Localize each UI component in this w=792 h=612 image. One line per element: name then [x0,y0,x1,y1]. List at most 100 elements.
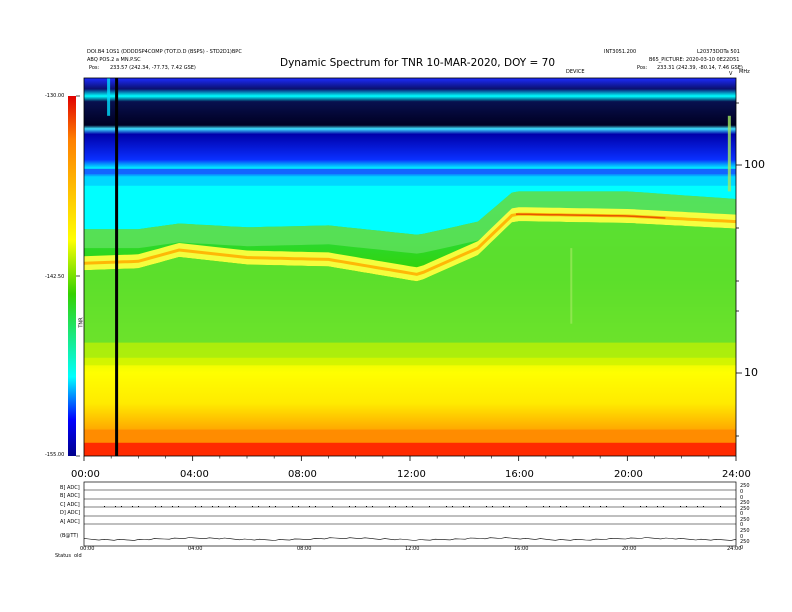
blue-edge [84,168,736,177]
lower-panel-dot [161,506,162,507]
lower-panel-dot [680,506,681,507]
lower-panel-dot [349,506,350,507]
lower-right-tick-4: 250 [740,506,750,512]
lower-row-label-5: (B@TT) [60,533,79,539]
lower-panel-dot [252,506,253,507]
green-transition [84,191,736,254]
lower-x-tick-2: 08:00 [297,546,312,552]
lower-x-tick-3: 12:00 [405,546,420,552]
data-gap-line [115,78,119,456]
lower-panel-dot [121,506,122,507]
y-tick-label-10: 10 [744,366,758,379]
corner-label-top: MHz [739,69,750,75]
lower-panel-dot [178,506,179,507]
lower-panel-dot [549,506,550,507]
lower-panel-dot [395,506,396,507]
colorbar-tick-bottom: -155.00 [45,452,65,458]
lower-panel-dot [309,506,310,507]
lower-row-label-0: B] ADC] [60,485,80,491]
bottom-red-floor [84,442,736,456]
top-dark-band [84,78,736,169]
lower-panel-dot [697,506,698,507]
lower-panel-dot [195,506,196,507]
lower-panel-dot [212,506,213,507]
green-lower-region [84,221,736,358]
spike-line [727,115,731,192]
lower-panel-dot [172,506,173,507]
header-right-line1: INT3051.200 [604,49,637,55]
spike-line [107,78,111,116]
yellow-green-transition [84,342,736,366]
lower-row-label-4: A] ADC] [60,519,80,525]
emission-core-peak [515,213,666,219]
lower-panel-dot [332,506,333,507]
lower-right-tick-3: 250 [740,500,750,506]
header-left-line2: ABQ POS.2 a MN.P.SC [87,57,141,63]
corner-label-v: V [729,71,733,77]
lower-right-tick-6: 250 [740,517,750,523]
lower-panel-dot [526,506,527,507]
lower-panel-dot [657,506,658,507]
lower-panel-dot [446,506,447,507]
header-right-line2: L20373DOTa 501 [697,49,740,55]
colorbar-tick-mid: -142.50 [45,274,65,280]
lower-panel-dot [492,506,493,507]
x-tick-label-6: 24:00 [722,469,751,480]
lower-panel-dot [452,506,453,507]
lower-right-tick-11: 0 [740,545,744,551]
emission-band [84,207,736,282]
lower-right-tick-10: 250 [740,539,750,545]
device-marker-label: DEVICE [566,69,585,75]
lower-panel-dot [406,506,407,507]
time-axis [83,456,737,461]
header-right-pos-label: Pos: [637,65,648,71]
status-label: Status [55,553,71,559]
lower-panel-dot [292,506,293,507]
lower-right-tick-7: 0 [740,522,744,528]
x-tick-label-2: 08:00 [288,469,317,480]
lower-panel-trace [83,537,737,541]
header-left-pos-value: 233.57 (242.34, -77.73, 7.42 GSE) [110,65,196,71]
lower-panel-dot [600,506,601,507]
lower-panel-dot [258,506,259,507]
lower-panel-dot [566,506,567,507]
lower-panel-dot [663,506,664,507]
lower-right-tick-0: 250 [740,483,750,489]
lower-panel-dot [138,506,139,507]
lower-panel-dot [355,506,356,507]
lower-panel-dot [486,506,487,507]
lower-panel-dot [201,506,202,507]
header-left-line1: DOI.B4 1OS1 (DDDDSP4COMP (TOT.D.D (BSPS)… [87,49,242,55]
lower-panel-dot [646,506,647,507]
lower-panel-dot [115,506,116,507]
lower-panel-dot [509,506,510,507]
lower-x-tick-5: 20:00 [622,546,637,552]
header-right-pos-value: 233.31 (242.39, -80.14, 7.46 GSE) [657,65,743,71]
header-left-pos-label: Pos: [89,65,100,71]
spectrogram-plot [83,78,737,456]
x-tick-label-4: 16:00 [505,469,534,480]
status-value: old [74,553,82,559]
lower-right-tick-1: 0 [740,489,744,495]
lower-panel-dot [560,506,561,507]
lower-panel-dot [218,506,219,507]
lower-panel-dot [583,506,584,507]
lower-x-tick-6: 24:00 [727,546,742,552]
x-tick-label-5: 20:00 [614,469,643,480]
bottom-orange-floor [84,429,736,445]
lower-panel-dot [412,506,413,507]
lower-panel-dot [503,506,504,507]
x-tick-label-1: 04:00 [180,469,209,480]
lower-panel-dot [315,506,316,507]
spike-line [570,248,573,324]
lower-panel-dot [469,506,470,507]
lower-panel-dot [298,506,299,507]
colorbar-tick-top: -130.00 [45,93,65,99]
lower-panel-dot [589,506,590,507]
lower-panel-dot [155,506,156,507]
colorbar [68,96,76,456]
lower-row-label-1: B] ADC] [60,493,80,499]
lower-x-tick-4: 16:00 [514,546,529,552]
lower-panel-dot [623,506,624,507]
lower-panel-dot [104,506,105,507]
